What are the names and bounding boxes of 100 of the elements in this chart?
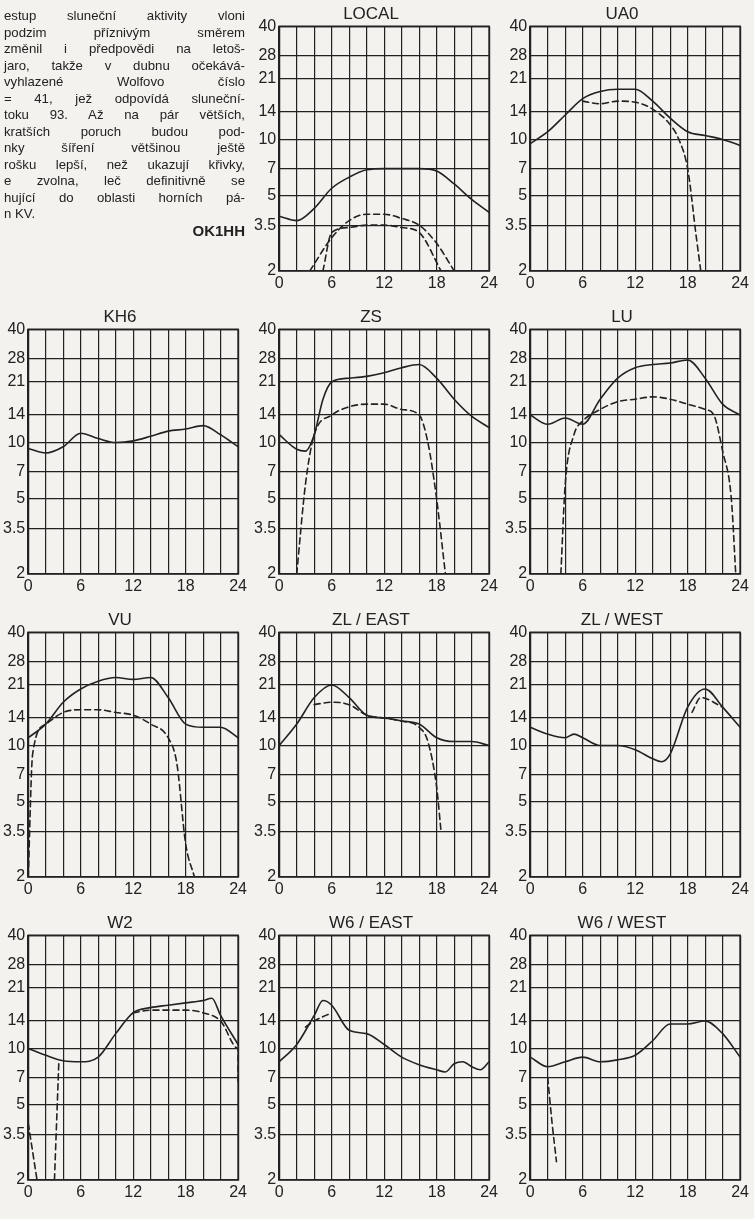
x-tick-label: 12 [124,1182,143,1200]
x-tick-label: 12 [375,576,394,594]
y-tick-label: 5 [267,792,277,810]
y-tick-label: 28 [258,651,277,669]
x-tick-label: 24 [731,576,750,594]
x-tick-label: 6 [76,1182,86,1200]
y-tick-label: 14 [509,708,528,726]
x-tick-label: 24 [480,1182,499,1200]
y-tick-label: 7 [267,765,277,782]
x-tick-label: 24 [229,879,248,897]
y-tick-label: 28 [7,348,26,366]
x-tick-label: 12 [124,879,143,897]
chart-title: VU [108,609,132,629]
y-tick-label: 14 [509,102,528,120]
y-tick-label: 14 [258,405,277,423]
y-tick-label: 14 [7,1011,26,1029]
y-tick-label: 7 [16,1068,26,1085]
y-tick-label: 14 [7,708,26,726]
text: rošku lepší, než ukazují křivky, [4,156,245,173]
y-tick-label: 21 [258,372,277,390]
y-tick-label: 2 [16,867,26,885]
y-tick-label: 7 [267,462,277,479]
y-tick-label: 10 [7,432,26,450]
x-tick-label: 12 [124,576,143,594]
y-tick-label: 7 [518,765,528,782]
y-tick-label: 5 [16,1095,26,1113]
x-tick-label: 6 [327,1182,337,1200]
y-tick-label: 7 [267,1068,277,1085]
y-tick-label: 10 [509,129,528,147]
x-tick-label: 24 [480,879,499,897]
chart-title: W2 [107,912,133,932]
x-tick-label: 6 [76,879,86,897]
y-tick-label: 5 [518,186,528,204]
y-tick-label: 2 [267,261,277,279]
y-tick-label: 7 [518,1068,528,1085]
y-tick-label: 3.5 [2,1124,26,1142]
text: estup sluneční aktivity vloni [4,8,245,25]
x-tick-label: 18 [427,273,446,291]
text: = 41, jež odpovídá sluneční- [4,90,245,107]
x-tick-label: 6 [578,273,588,291]
x-tick-label: 6 [327,576,337,594]
y-tick-label: 14 [509,1011,528,1029]
y-tick-label: 3.5 [2,821,26,839]
y-tick-label: 40 [258,622,277,640]
y-tick-label: 21 [258,978,277,996]
text: podzim příznivým směrem [4,24,245,41]
x-tick-label: 6 [76,576,86,594]
chart-title: ZL / WEST [580,609,664,629]
y-tick-label: 2 [518,261,528,279]
x-tick-label: 12 [375,879,394,897]
x-tick-label: 24 [480,273,499,291]
text: nky šíření většinou ještě [4,140,245,157]
y-tick-label: 21 [7,675,26,693]
y-tick-label: 10 [258,432,277,450]
chart-title: ZL / EAST [332,609,410,629]
y-tick-label: 10 [509,735,528,753]
y-tick-label: 5 [267,1095,277,1113]
y-tick-label: 28 [258,954,277,972]
y-tick-label: 21 [509,675,528,693]
x-tick-label: 18 [176,1182,195,1200]
x-tick-label: 18 [678,879,697,897]
y-tick-label: 7 [518,159,528,176]
x-tick-label: 6 [578,576,588,594]
y-tick-label: 40 [509,16,528,34]
chart-title: ZS [360,306,382,326]
y-tick-label: 2 [267,564,277,582]
x-tick-label: 12 [626,576,645,594]
y-tick-label: 40 [509,622,528,640]
y-tick-label: 3.5 [504,821,528,839]
y-tick-label: 5 [267,186,277,204]
chart-title: UA0 [605,3,639,23]
y-tick-label: 14 [258,708,277,726]
y-tick-label: 10 [258,735,277,753]
x-tick-label: 18 [678,1182,697,1200]
y-tick-label: 2 [518,564,528,582]
y-tick-label: 10 [258,129,277,147]
y-tick-label: 40 [7,925,26,943]
y-tick-label: 14 [258,102,277,120]
x-tick-label: 12 [626,1182,645,1200]
y-tick-label: 40 [7,319,26,337]
x-tick-label: 24 [731,879,750,897]
x-tick-label: 6 [327,879,337,897]
y-tick-label: 10 [509,432,528,450]
y-tick-label: 21 [509,69,528,87]
y-tick-label: 21 [258,69,277,87]
chart-title: LOCAL [343,3,399,23]
y-tick-label: 21 [258,675,277,693]
y-tick-label: 3.5 [253,215,277,233]
y-tick-label: 5 [518,792,528,810]
text: kratších poruch budou pod- [4,123,245,140]
y-tick-label: 3.5 [2,518,26,536]
y-tick-label: 7 [267,159,277,176]
x-tick-label: 18 [427,576,446,594]
y-tick-label: 28 [509,45,528,63]
y-tick-label: 28 [258,45,277,63]
y-tick-label: 3.5 [253,821,277,839]
y-tick-label: 2 [518,1170,528,1188]
x-tick-label: 12 [626,273,645,291]
y-tick-label: 3.5 [504,1124,528,1142]
x-tick-label: 12 [375,273,394,291]
